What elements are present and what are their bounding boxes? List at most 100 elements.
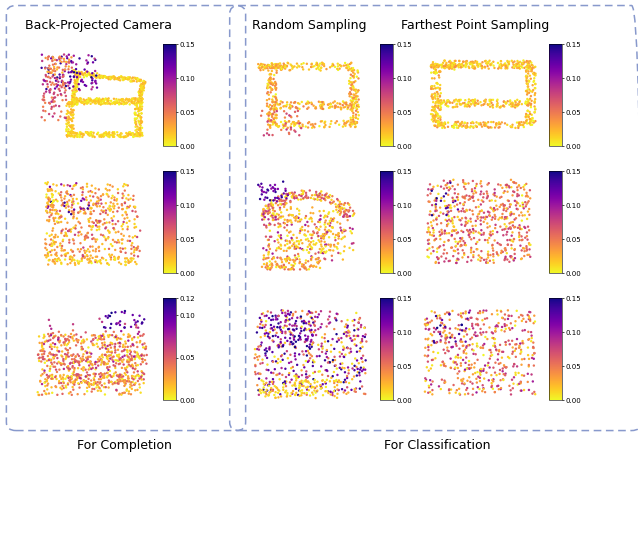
Point [432,68,442,77]
Point [263,209,273,218]
Point [118,76,128,84]
Point [317,98,327,107]
Point [441,99,451,108]
Point [493,59,503,67]
Point [116,259,126,268]
Point [327,195,337,204]
Point [295,379,306,388]
Point [136,89,146,98]
Point [286,60,296,69]
Point [75,354,85,363]
Point [333,62,343,71]
Point [498,231,508,240]
Point [436,99,446,108]
Point [44,61,54,70]
Point [38,95,48,104]
Point [315,192,325,201]
Point [119,99,130,108]
Point [61,57,71,66]
Point [119,73,129,82]
Point [56,383,66,392]
Point [109,225,119,234]
Point [48,332,59,341]
Point [507,252,517,261]
Point [301,325,311,334]
Point [126,256,137,265]
Point [308,338,318,347]
Point [93,97,103,106]
Point [501,204,512,213]
Point [468,99,478,108]
Point [339,353,349,362]
Point [77,204,87,213]
Point [436,103,446,112]
Point [315,207,325,216]
Point [475,368,485,377]
Point [492,382,502,391]
Point [347,82,357,91]
Point [66,252,76,261]
Point [262,365,272,374]
Point [338,346,348,354]
Point [114,353,124,362]
Point [503,60,514,68]
Point [130,203,140,212]
Point [123,131,133,140]
Point [516,208,526,217]
Point [483,253,493,262]
Point [130,365,140,374]
Point [460,102,470,111]
Point [126,130,136,139]
Point [340,103,350,112]
Point [315,215,325,224]
Point [301,370,311,379]
Point [306,351,316,359]
Point [327,388,338,397]
Point [114,98,124,107]
Point [340,322,350,331]
Point [500,310,510,319]
Point [77,129,87,138]
Point [49,80,59,89]
Point [95,95,105,104]
Point [56,239,66,248]
Point [96,130,107,139]
Point [507,241,517,250]
Point [256,376,267,385]
Point [133,352,144,361]
Point [449,226,459,235]
Point [332,370,343,379]
Point [68,101,78,110]
Point [441,334,451,343]
Point [66,225,77,233]
Point [128,233,138,242]
Point [478,367,489,375]
Point [109,255,119,264]
Point [468,197,478,205]
Point [64,130,74,139]
Point [84,258,94,267]
Point [127,355,137,364]
Point [495,193,505,202]
Point [505,325,515,334]
Point [431,108,441,117]
Point [283,59,293,68]
Point [269,116,279,125]
Point [41,370,52,379]
Point [57,347,67,356]
Point [74,370,84,379]
Point [83,129,93,138]
Point [281,312,291,321]
Point [318,100,328,109]
Point [56,211,66,220]
Point [119,330,129,339]
Point [425,376,435,385]
Point [427,221,437,230]
Point [61,352,71,360]
Point [524,88,534,97]
Point [432,88,442,97]
Point [301,256,311,265]
Point [348,109,359,118]
Point [457,233,468,242]
Point [47,189,57,198]
